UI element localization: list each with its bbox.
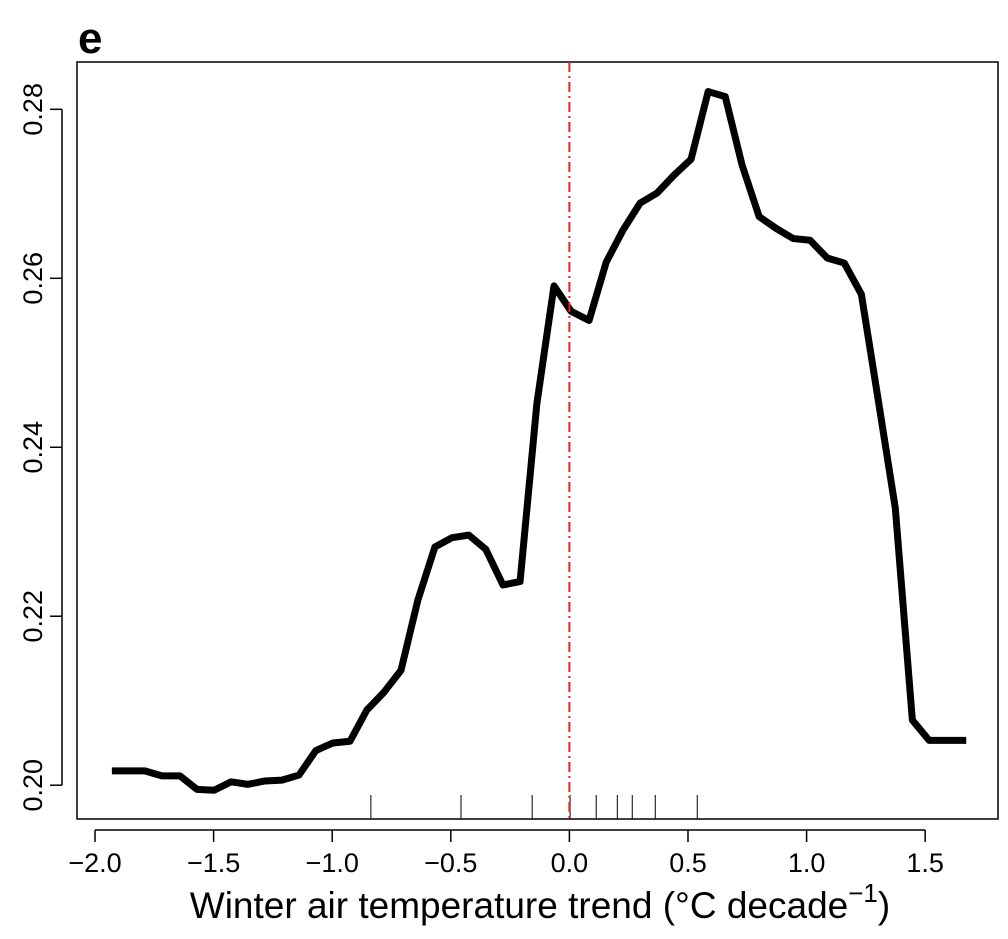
x-tick-label: −0.5 <box>424 848 477 878</box>
x-tick-label: −1.5 <box>187 848 240 878</box>
x-axis-title-end: ) <box>878 885 890 926</box>
x-axis-title: Winter air temperature trend (°C decade−… <box>190 878 890 926</box>
x-tick-label: 1.0 <box>788 848 826 878</box>
y-tick-label: 0.20 <box>18 759 48 812</box>
x-axis-title-text: Winter air temperature trend (°C decade <box>190 885 848 926</box>
y-tick-label: 0.24 <box>18 421 48 474</box>
plot-frame <box>76 61 999 820</box>
x-tick-label: 0.5 <box>669 848 707 878</box>
x-tick-label: 1.5 <box>906 848 944 878</box>
x-tick-label: −1.0 <box>306 848 359 878</box>
x-axis-title-sup: −1 <box>848 878 878 908</box>
y-tick-label: 0.28 <box>18 83 48 136</box>
x-tick-label: −2.0 <box>68 848 121 878</box>
panel-label: e <box>78 14 102 63</box>
line-series <box>111 88 967 794</box>
x-tick-label: 0.0 <box>551 848 589 878</box>
y-tick-label: 0.26 <box>18 252 48 305</box>
y-tick-label: 0.22 <box>18 590 48 643</box>
